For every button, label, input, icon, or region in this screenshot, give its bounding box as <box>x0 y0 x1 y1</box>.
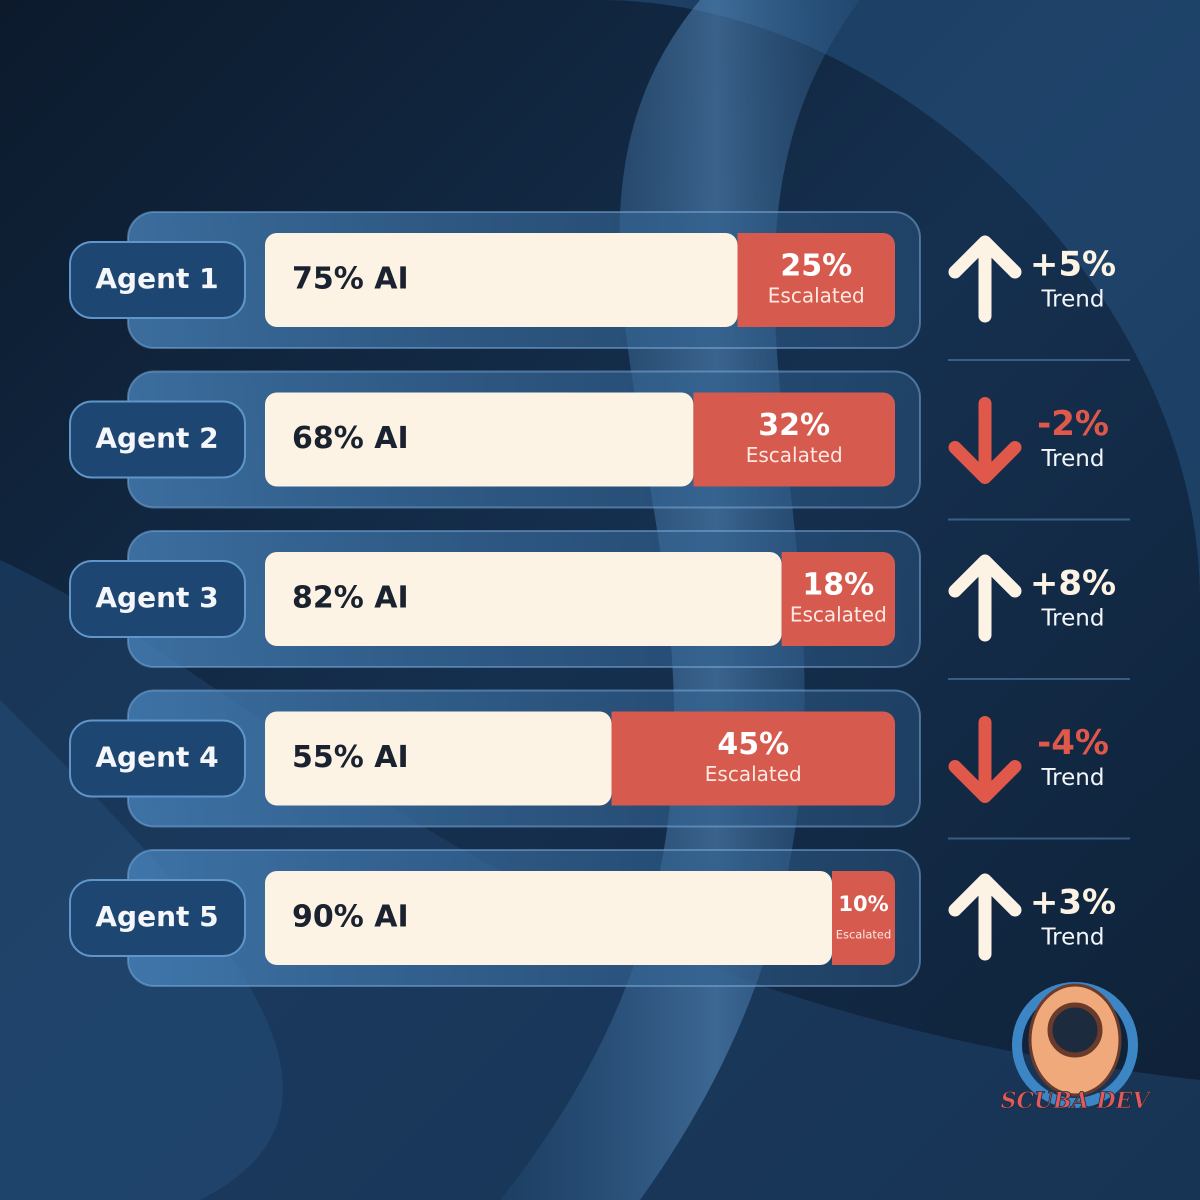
ai-label: 68% AI <box>292 421 409 456</box>
escalated-caption: Escalated <box>836 928 891 942</box>
escalated-caption: Escalated <box>746 443 843 467</box>
trend-value: +5% <box>1030 245 1116 285</box>
logo-text: SCUBA DEV <box>1001 1088 1152 1114</box>
escalated-value: 32% <box>758 408 830 443</box>
trend-caption: Trend <box>1041 287 1105 313</box>
trend-value: +3% <box>1030 883 1116 923</box>
escalated-caption: Escalated <box>705 762 802 786</box>
agent-pill <box>69 241 246 319</box>
ai-segment <box>265 233 738 327</box>
segment-corner <box>881 233 895 327</box>
trend-caption: Trend <box>1041 925 1105 951</box>
ai-segment <box>265 711 612 806</box>
trend-arrow <box>948 554 1022 642</box>
escalated-segment <box>611 711 883 806</box>
agent-label: Agent 5 <box>95 900 218 933</box>
trend-arrow <box>948 873 1022 961</box>
ai-segment <box>265 392 694 487</box>
segment-corner <box>881 711 895 806</box>
escalated-segment <box>781 552 883 646</box>
swoosh <box>0 560 1200 1200</box>
agent-pill <box>69 719 246 798</box>
agent-pill <box>69 560 246 638</box>
agent-label: Agent 2 <box>95 422 218 455</box>
trend-value: -2% <box>1037 404 1109 444</box>
logo: SCUBA DEV <box>1000 982 1152 1114</box>
segment-corner <box>881 552 895 646</box>
trend-caption: Trend <box>1041 606 1105 632</box>
agent-label: Agent 1 <box>95 262 218 295</box>
escalated-segment <box>832 871 883 965</box>
segment-corner <box>881 871 895 965</box>
ai-label: 90% AI <box>292 900 409 935</box>
agent-label: Agent 4 <box>95 741 218 774</box>
trend-caption: Trend <box>1041 446 1105 472</box>
ai-label: 55% AI <box>292 740 409 775</box>
escalated-value: 10% <box>838 892 888 916</box>
trend-caption: Trend <box>1041 765 1105 791</box>
escalated-value: 45% <box>717 727 789 762</box>
swoosh <box>600 0 1200 600</box>
segment-corner <box>881 392 895 487</box>
agent-pill <box>69 400 246 479</box>
escalated-caption: Escalated <box>790 603 887 627</box>
trend-value: -4% <box>1037 723 1109 763</box>
helmet-window <box>1047 1002 1103 1058</box>
escalated-value: 25% <box>780 249 852 284</box>
escalated-caption: Escalated <box>768 284 865 308</box>
trend-arrow <box>948 716 1022 803</box>
agent-label: Agent 3 <box>95 581 218 614</box>
escalated-segment <box>737 233 883 327</box>
ai-label: 75% AI <box>292 262 409 297</box>
ai-segment <box>265 871 832 965</box>
trend-arrow <box>948 235 1022 323</box>
trend-arrow <box>948 397 1022 484</box>
ai-segment <box>265 552 782 646</box>
trend-value: +8% <box>1030 564 1116 604</box>
ai-label: 82% AI <box>292 581 409 616</box>
escalated-value: 18% <box>802 568 874 603</box>
escalated-segment <box>693 392 883 487</box>
agent-pill <box>69 879 246 957</box>
